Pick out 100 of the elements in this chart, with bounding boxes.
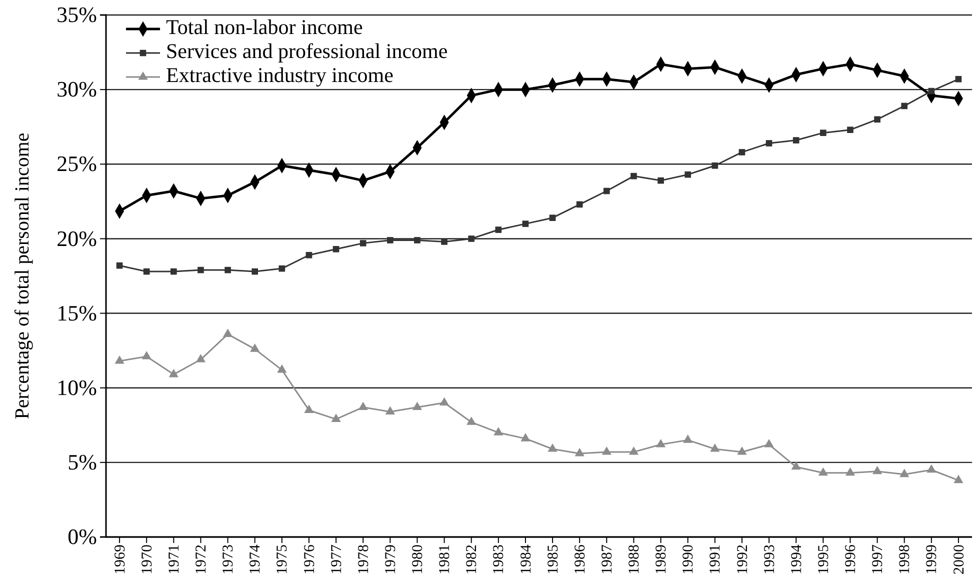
point xyxy=(114,355,124,364)
point xyxy=(874,116,880,123)
x-tick-label: 1995 xyxy=(816,544,832,574)
point xyxy=(252,268,258,275)
legend-label: Services and professional income xyxy=(166,38,448,63)
point xyxy=(466,416,476,425)
x-tick-label: 1977 xyxy=(328,544,345,574)
legend-label: Total non-labor income xyxy=(166,14,363,39)
y-axis-title: Percentage of total personal income xyxy=(12,132,34,420)
x-tick-label: 1979 xyxy=(382,544,399,574)
point xyxy=(656,438,666,448)
point xyxy=(468,236,475,242)
point xyxy=(278,265,286,272)
y-tick-label: 0% xyxy=(68,524,97,550)
x-tick-label: 1992 xyxy=(734,544,751,574)
x-tick-label: 1988 xyxy=(626,544,643,574)
point xyxy=(602,446,612,455)
point xyxy=(331,414,341,422)
x-tick-label: 1976 xyxy=(302,544,318,574)
point xyxy=(494,427,504,436)
point xyxy=(198,266,204,274)
point xyxy=(414,237,420,244)
point xyxy=(603,188,610,194)
point xyxy=(412,402,422,410)
point xyxy=(576,201,583,208)
point xyxy=(116,262,123,269)
point xyxy=(738,149,746,156)
point xyxy=(386,237,394,244)
x-tick-label: 1981 xyxy=(437,544,454,574)
point xyxy=(304,404,314,414)
x-tick-label: 1991 xyxy=(708,544,724,574)
x-tick-label: 1970 xyxy=(139,544,156,574)
point xyxy=(142,350,152,360)
x-tick-label: 1997 xyxy=(870,544,886,574)
point xyxy=(954,474,964,484)
point xyxy=(360,240,366,246)
point xyxy=(495,226,502,233)
x-tick-label: 1987 xyxy=(599,544,616,574)
point xyxy=(820,130,826,136)
point xyxy=(710,443,720,452)
x-tick-label: 1994 xyxy=(788,544,805,574)
point xyxy=(520,433,530,442)
point xyxy=(792,137,800,144)
point xyxy=(250,344,260,352)
point xyxy=(306,252,312,258)
point xyxy=(196,354,206,362)
x-tick-label: 1984 xyxy=(518,544,534,574)
point xyxy=(766,140,772,146)
point xyxy=(548,443,558,452)
x-tick-label: 1975 xyxy=(274,544,291,574)
point xyxy=(684,171,692,178)
point xyxy=(764,438,774,448)
point xyxy=(658,177,664,184)
point xyxy=(847,126,854,134)
point xyxy=(439,397,450,406)
point xyxy=(712,162,718,169)
x-tick-label: 2000 xyxy=(951,544,968,574)
point xyxy=(818,467,828,476)
point xyxy=(277,364,287,373)
y-tick-label: 20% xyxy=(56,226,97,251)
x-tick-label: 1983 xyxy=(491,544,508,574)
x-tick-label: 1999 xyxy=(924,544,940,574)
x-tick-label: 1972 xyxy=(194,544,210,574)
point xyxy=(522,220,529,227)
x-tick-label: 1982 xyxy=(464,544,480,574)
y-tick-label: 15% xyxy=(56,300,97,326)
point xyxy=(955,76,962,82)
point xyxy=(791,461,801,470)
point xyxy=(872,466,882,474)
point xyxy=(628,446,639,455)
point xyxy=(385,406,395,414)
x-tick-label: 1980 xyxy=(410,544,426,574)
point xyxy=(358,402,368,410)
point xyxy=(332,246,340,252)
y-tick-label: 30% xyxy=(56,76,97,102)
point xyxy=(168,368,178,378)
x-tick-label: 1993 xyxy=(762,544,778,574)
x-tick-label: 1989 xyxy=(654,544,670,574)
x-tick-label: 1971 xyxy=(166,544,182,574)
point xyxy=(574,448,584,456)
x-tick-label: 1973 xyxy=(220,544,237,574)
point xyxy=(222,328,233,337)
point xyxy=(549,214,556,221)
point xyxy=(928,88,935,94)
point xyxy=(143,268,150,275)
x-tick-label: 1969 xyxy=(112,544,128,574)
point xyxy=(901,102,908,110)
x-tick-label: 1986 xyxy=(572,544,588,574)
point xyxy=(224,266,231,274)
y-tick-label: 35% xyxy=(56,2,97,28)
x-tick-label: 1990 xyxy=(680,544,697,574)
y-tick-label: 25% xyxy=(56,151,97,176)
point xyxy=(900,468,910,478)
y-tick-label: 10% xyxy=(56,374,97,400)
point xyxy=(441,238,448,245)
legend-label: Extractive industry income xyxy=(166,62,394,87)
x-tick-label: 1996 xyxy=(843,544,860,574)
x-tick-label: 1985 xyxy=(545,544,562,574)
point xyxy=(170,268,177,275)
y-tick-label: 5% xyxy=(68,449,97,474)
